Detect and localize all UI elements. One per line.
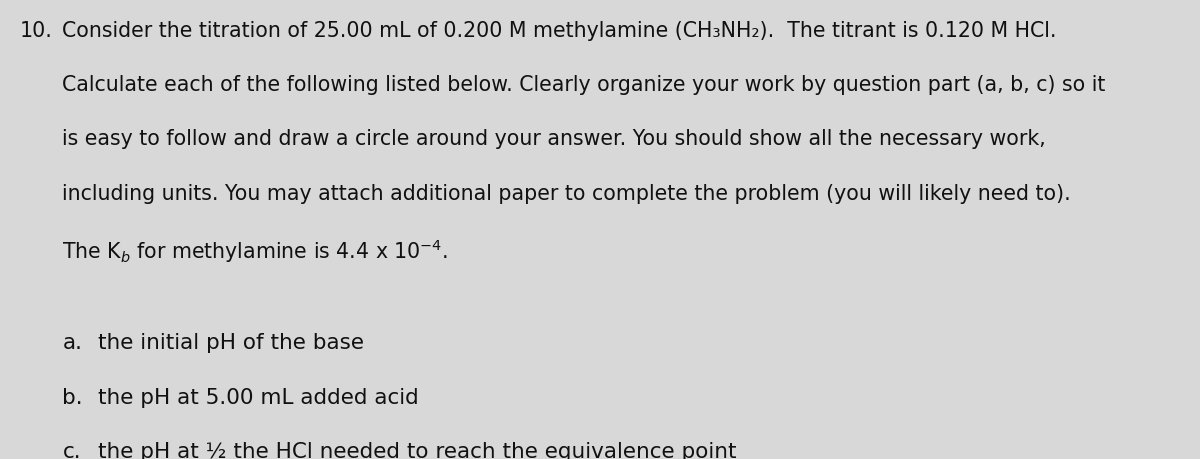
Text: c.: c. [62,441,82,459]
Text: Consider the titration of 25.00 mL of 0.200 M methylamine (CH₃NH₂).  The titrant: Consider the titration of 25.00 mL of 0.… [62,21,1057,40]
Text: The K$_{b}$ for methylamine is 4.4 x 10$^{-4}$.: The K$_{b}$ for methylamine is 4.4 x 10$… [62,237,449,265]
Text: including units. You may attach additional paper to complete the problem (you wi: including units. You may attach addition… [62,183,1072,203]
Text: Calculate each of the following listed below. Clearly organize your work by ques: Calculate each of the following listed b… [62,75,1105,95]
Text: a.: a. [62,333,83,353]
Text: the initial pH of the base: the initial pH of the base [98,333,365,353]
Text: is easy to follow and draw a circle around your answer. You should show all the : is easy to follow and draw a circle arou… [62,129,1046,149]
Text: the pH at ½ the HCl needed to reach the equivalence point: the pH at ½ the HCl needed to reach the … [98,441,737,459]
Text: b.: b. [62,387,83,407]
Text: 10.: 10. [19,21,52,40]
Text: the pH at 5.00 mL added acid: the pH at 5.00 mL added acid [98,387,419,407]
